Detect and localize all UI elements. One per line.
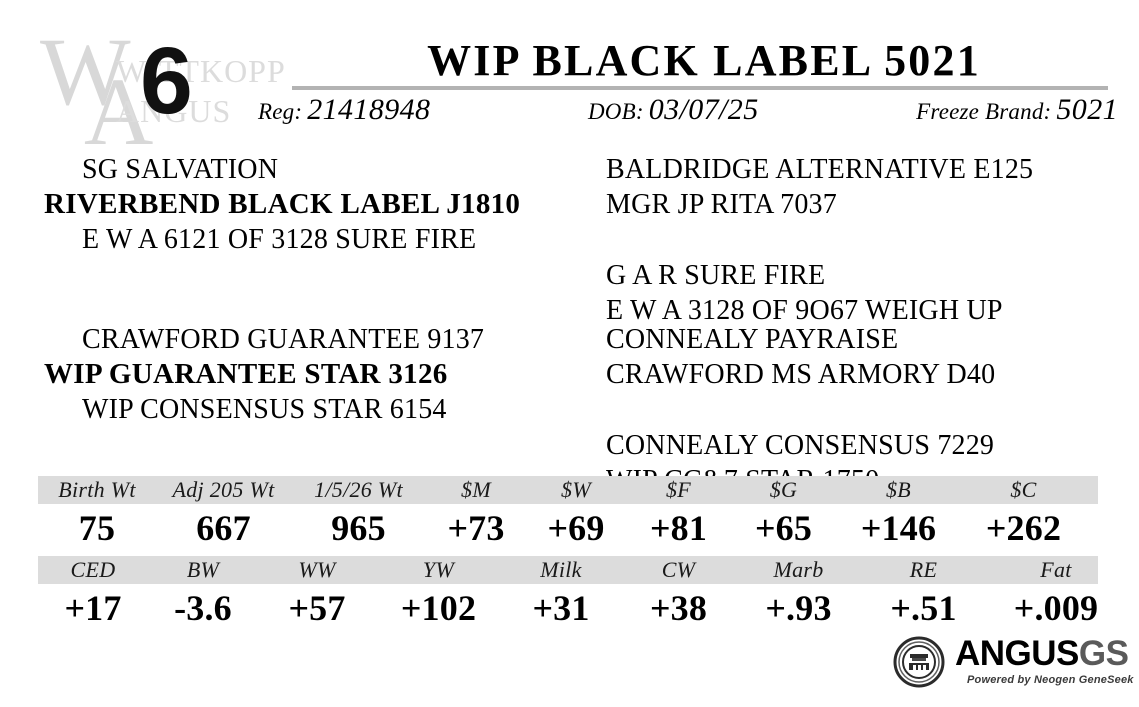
value-ww: +57 (288, 588, 346, 628)
header-dollar-w: $W (561, 477, 591, 502)
header-adj-205-wt: Adj 205 Wt (172, 477, 275, 502)
dob-value: 03/07/25 (648, 93, 759, 126)
value-yw: +102 (400, 588, 477, 628)
header-ced: CED (70, 557, 116, 582)
dam-paternal-grandsire: CONNEALY PAYRAISE (606, 324, 899, 355)
header-bw: BW (186, 557, 220, 582)
dam-paternal-pair: CONNEALY PAYRAISE CRAWFORD MS ARMORY D40 (606, 322, 1126, 392)
registration-label: Reg: (258, 99, 303, 124)
value-dollar-f: +81 (649, 508, 708, 548)
watermark-monogram-w: W (40, 26, 131, 125)
angus-logo-tagline: Powered by Neogen GeneSeek (967, 674, 1134, 686)
dam-grandparents-group: CONNEALY PAYRAISE CRAWFORD MS ARMORY D40… (606, 322, 1126, 498)
sire-maternal-grandsire: G A R SURE FIRE (606, 260, 826, 291)
freeze-brand-field: Freeze Brand: 5021 (916, 93, 1118, 127)
dam-maternal-grandsire: CONNEALY CONSENSUS 7229 (606, 430, 995, 461)
header-fat: Fat (1040, 557, 1072, 582)
dob-field: DOB: 03/07/25 (588, 93, 759, 127)
sire-of-dam: CRAWFORD GUARANTEE 9137 (82, 324, 485, 355)
sire-paternal-grandsire: BALDRIDGE ALTERNATIVE E125 (606, 154, 1034, 185)
value-fat: +.009 (1013, 588, 1099, 628)
performance-index-header-row: Birth Wt Adj 205 Wt 1/5/26 Wt $M $W $F $… (38, 476, 1098, 504)
value-dollar-c: +262 (985, 508, 1062, 548)
dob-label: DOB: (587, 99, 644, 124)
dam-of-dam: WIP CONSENSUS STAR 6154 (82, 394, 447, 425)
title-divider-rule (292, 86, 1108, 90)
header-dollar-c: $C (1010, 477, 1037, 502)
sire-maternal-pair: G A R SURE FIRE E W A 3128 OF 9O67 WEIGH… (606, 258, 1126, 328)
dam-name: WIP GUARANTEE STAR 3126 (44, 358, 448, 390)
value-re: +.51 (890, 588, 957, 628)
header-birth-wt: Birth Wt (58, 477, 136, 502)
sire-maternal-granddam: E W A 3128 OF 9O67 WEIGH UP (606, 295, 1003, 326)
angus-wordmark-main: ANGUS (955, 634, 1079, 673)
sire-name: RIVERBEND BLACK LABEL J1810 (44, 188, 521, 220)
sire-grandparents-group: BALDRIDGE ALTERNATIVE E125 MGR JP RITA 7… (606, 152, 1126, 328)
header-re: RE (909, 557, 938, 582)
lot-number: 6 (140, 28, 193, 134)
epd-trait-header-row: CED BW WW YW Milk CW Marb RE Fat (38, 556, 1098, 584)
registration-value: 21418948 (307, 93, 431, 126)
performance-index-value-row: 75 667 965 +73 +69 +81 +65 +146 +262 (38, 504, 1098, 552)
header-dollar-b: $B (885, 477, 912, 502)
angus-wordmark-gs: GS (1078, 634, 1129, 673)
dam-paternal-granddam: CRAWFORD MS ARMORY D40 (606, 359, 996, 390)
header-dollar-m: $M (461, 477, 491, 502)
animal-identification-line: Reg: 21418948 DOB: 03/07/25 Freeze Brand: 5… (258, 93, 1118, 127)
epd-trait-table: CED BW WW YW Milk CW Marb RE Fat +17 -3.… (38, 556, 1098, 632)
value-ced: +17 (64, 588, 122, 628)
value-birth-wt: 75 (78, 508, 116, 548)
angus-gs-logo: ANGUSGS Powered by Neogen GeneSeek (893, 634, 1133, 696)
header-yw: YW (422, 557, 455, 582)
sire-paternal-granddam: MGR JP RITA 7037 (606, 189, 837, 220)
registration-field: Reg: 21418948 (258, 93, 430, 127)
value-adj-205-wt: 667 (196, 508, 251, 548)
performance-index-table: Birth Wt Adj 205 Wt 1/5/26 Wt $M $W $F $… (38, 476, 1098, 552)
header-dollar-f: $F (665, 477, 692, 502)
value-marb: +.93 (765, 588, 832, 628)
value-current-wt: 965 (331, 508, 386, 548)
header-ww: WW (298, 557, 336, 582)
pedigree-section: SG SALVATION RIVERBEND BLACK LABEL J1810… (0, 152, 1139, 496)
sire-of-sire: SG SALVATION (82, 154, 279, 185)
angus-seal-icon (893, 636, 945, 688)
header-current-wt: 1/5/26 Wt (314, 477, 403, 502)
freeze-brand-label: Freeze Brand: (916, 99, 1052, 124)
value-dollar-g: +65 (754, 508, 813, 548)
freeze-brand-value: 5021 (1056, 93, 1118, 126)
sire-group: SG SALVATION RIVERBEND BLACK LABEL J1810… (44, 152, 589, 257)
header-marb: Marb (773, 557, 824, 582)
value-cw: +38 (649, 588, 708, 628)
sire-paternal-pair: BALDRIDGE ALTERNATIVE E125 MGR JP RITA 7… (606, 152, 1126, 222)
header-milk: Milk (540, 557, 582, 582)
value-dollar-b: +146 (860, 508, 937, 548)
animal-name-title: WIP BLACK LABEL 5021 (427, 36, 981, 85)
value-milk: +31 (532, 588, 590, 628)
header-dollar-g: $G (769, 477, 798, 502)
value-bw: -3.6 (174, 588, 232, 628)
value-dollar-w: +69 (547, 508, 605, 548)
epd-trait-value-row: +17 -3.6 +57 +102 +31 +38 +.93 +.51 +.00… (38, 584, 1098, 632)
header-cw: CW (661, 557, 696, 582)
dam-of-sire: E W A 6121 OF 3128 SURE FIRE (82, 224, 477, 255)
angus-wordmark: ANGUSGS (955, 634, 1129, 673)
dam-group: CRAWFORD GUARANTEE 9137 WIP GUARANTEE ST… (44, 322, 589, 427)
value-dollar-m: +73 (447, 508, 505, 548)
